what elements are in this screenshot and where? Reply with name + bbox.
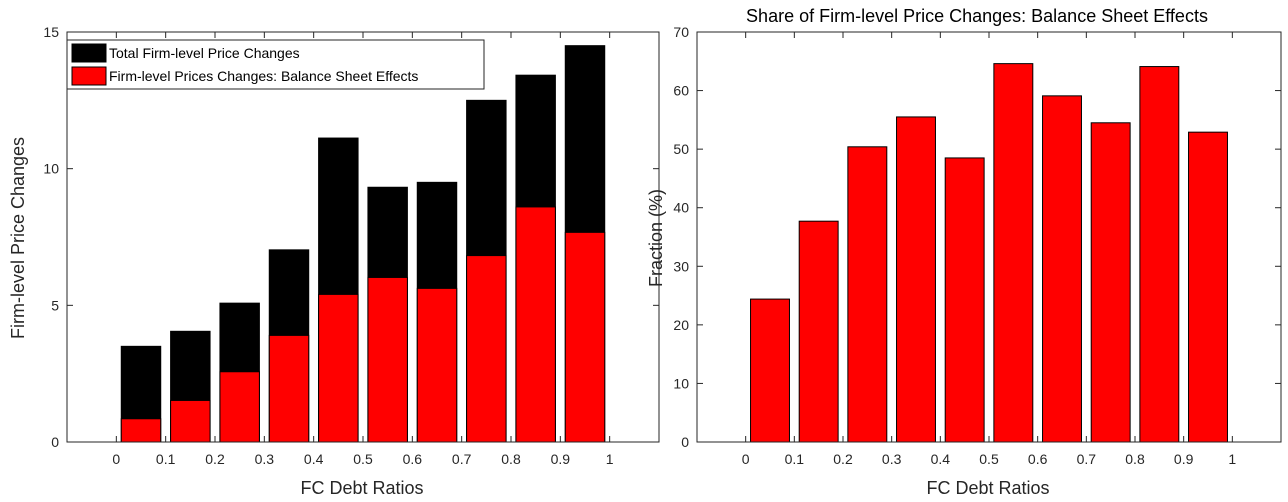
x-tick-label: 0.5 — [353, 451, 373, 467]
x-tick-label: 0.6 — [403, 451, 423, 467]
x-tick-label: 1 — [1228, 451, 1236, 467]
legend-swatch-balance-sheet — [71, 66, 107, 86]
x-tick-label: 0.2 — [833, 451, 853, 467]
bar-right-series0-0 — [750, 298, 790, 443]
left-chart-bars — [120, 45, 606, 443]
x-tick-label: 0.9 — [551, 451, 571, 467]
bar-left-series1-4 — [318, 293, 359, 443]
bar-right-series0-3 — [896, 116, 936, 443]
bar-left-series1-6 — [416, 287, 458, 443]
bar-right-series0-6 — [1042, 95, 1082, 443]
x-tick-label: 0.3 — [882, 451, 902, 467]
legend-label-total: Total Firm-level Price Changes — [109, 45, 300, 61]
y-tick-label: 15 — [43, 24, 59, 40]
right-chart-ticks: 0 0.1 0.2 0.3 0.4 0.5 0.6 0.7 0.8 0.9 101020304050… — [673, 24, 1281, 467]
x-tick-label: 0.5 — [979, 451, 999, 467]
left-chart-legend: Total Firm-level Price Changes Firm-leve… — [66, 39, 485, 90]
left-chart-x-axis-label: FC Debt Ratios — [300, 478, 423, 498]
bar-right-series0-5 — [993, 63, 1034, 443]
right-chart: 0 0.1 0.2 0.3 0.4 0.5 0.6 0.7 0.8 0.9 101020304050… — [646, 6, 1282, 498]
x-tick-label: 0 — [112, 451, 120, 467]
x-tick-label: 0.1 — [156, 451, 176, 467]
bar-right-series0-7 — [1090, 122, 1131, 443]
x-tick-label: 0.7 — [452, 451, 472, 467]
y-tick-label: 0 — [51, 434, 59, 450]
legend-label-balance-sheet: Firm-level Prices Changes: Balance Sheet… — [109, 68, 418, 84]
bar-right-series0-2 — [847, 146, 888, 443]
bar-right-series0-1 — [798, 220, 839, 443]
bar-left-series1-2 — [219, 371, 260, 443]
bar-left-series1-8 — [515, 206, 556, 443]
bar-left-series1-3 — [268, 334, 310, 443]
legend-box — [66, 39, 485, 90]
y-tick-label: 70 — [673, 24, 689, 40]
y-tick-label: 20 — [673, 317, 689, 333]
bar-right-series0-4 — [944, 157, 985, 443]
y-tick-label: 5 — [51, 297, 59, 313]
y-tick-label: 10 — [673, 375, 689, 391]
y-tick-label: 40 — [673, 200, 689, 216]
x-tick-label: 0.2 — [205, 451, 225, 467]
bar-left-series1-1 — [170, 399, 211, 443]
bar-left-series1-5 — [367, 276, 408, 443]
x-tick-label: 0.4 — [931, 451, 951, 467]
bar-right-series0-8 — [1139, 66, 1180, 443]
left-chart-y-axis-label: Firm-level Price Changes — [8, 137, 28, 339]
x-tick-label: 0.4 — [304, 451, 324, 467]
right-chart-y-axis-label: Fraction (%) — [646, 189, 666, 287]
x-tick-label: 0.7 — [1077, 451, 1097, 467]
right-chart-x-axis-label: FC Debt Ratios — [926, 478, 1049, 498]
x-tick-label: 0.9 — [1174, 451, 1194, 467]
x-tick-label: 0 — [742, 451, 750, 467]
bar-left-series1-0 — [120, 418, 162, 443]
bar-left-series1-7 — [466, 255, 507, 443]
x-tick-label: 0.1 — [785, 451, 805, 467]
y-tick-label: 50 — [673, 141, 689, 157]
x-tick-label: 0.3 — [255, 451, 275, 467]
x-tick-label: 0.8 — [1125, 451, 1145, 467]
y-tick-label: 10 — [43, 161, 59, 177]
x-tick-label: 0.8 — [501, 451, 521, 467]
y-tick-label: 60 — [673, 83, 689, 99]
bar-left-series1-9 — [564, 231, 606, 443]
x-tick-label: 1 — [606, 451, 614, 467]
y-tick-label: 30 — [673, 258, 689, 274]
y-tick-label: 0 — [681, 434, 689, 450]
right-chart-title: Share of Firm-level Price Changes: Balan… — [746, 6, 1208, 26]
bar-right-series0-9 — [1188, 131, 1228, 443]
legend-swatch-total — [71, 43, 107, 63]
x-tick-label: 0.6 — [1028, 451, 1048, 467]
